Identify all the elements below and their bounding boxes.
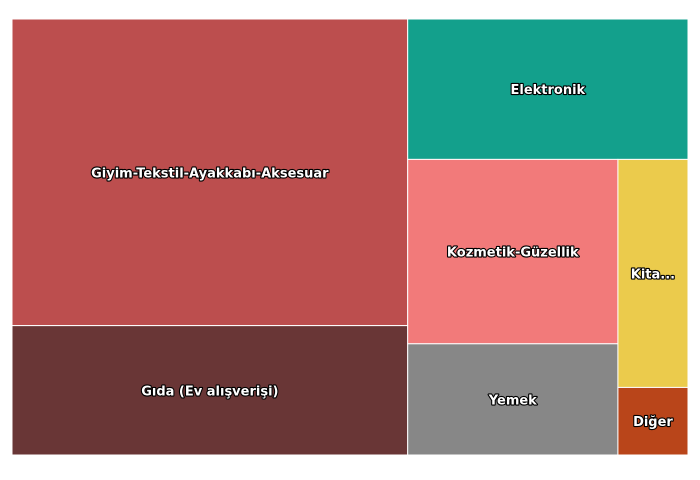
treemap-tile-gıda-ev-alışverişi-[interactable]: Gıda (Ev alışverişi) — [11, 325, 409, 456]
tile-label: Gıda (Ev alışverişi) — [141, 384, 278, 399]
tile-label: Kozmetik-Güzellik — [447, 246, 579, 261]
treemap-tile-elektronik[interactable]: Elektronik — [407, 18, 689, 160]
treemap-tile-kitap[interactable]: Kita... — [617, 158, 689, 388]
tile-label: Yemek — [488, 393, 537, 408]
treemap-tile-yemek[interactable]: Yemek — [407, 343, 619, 456]
tile-rect — [11, 325, 409, 456]
tile-label: Giyim-Tekstil-Ayakkabı-Aksesuar — [91, 166, 329, 181]
tile-label: Kita... — [631, 267, 675, 282]
tile-rect — [407, 18, 689, 160]
treemap-tile-giyim-tekstil-ayakkabı-aksesuar[interactable]: Giyim-Tekstil-Ayakkabı-Aksesuar — [11, 18, 409, 327]
tile-label: Diğer — [633, 415, 673, 430]
tile-label: Elektronik — [510, 83, 585, 98]
tile-rect — [407, 343, 619, 456]
treemap-tile-diğer[interactable]: Diğer — [617, 386, 689, 456]
tile-rect — [617, 386, 689, 456]
tile-rect — [11, 18, 409, 327]
treemap-tile-kozmetik-güzellik[interactable]: Kozmetik-Güzellik — [407, 158, 619, 345]
tile-rect — [407, 158, 619, 345]
tile-rect — [617, 158, 689, 388]
